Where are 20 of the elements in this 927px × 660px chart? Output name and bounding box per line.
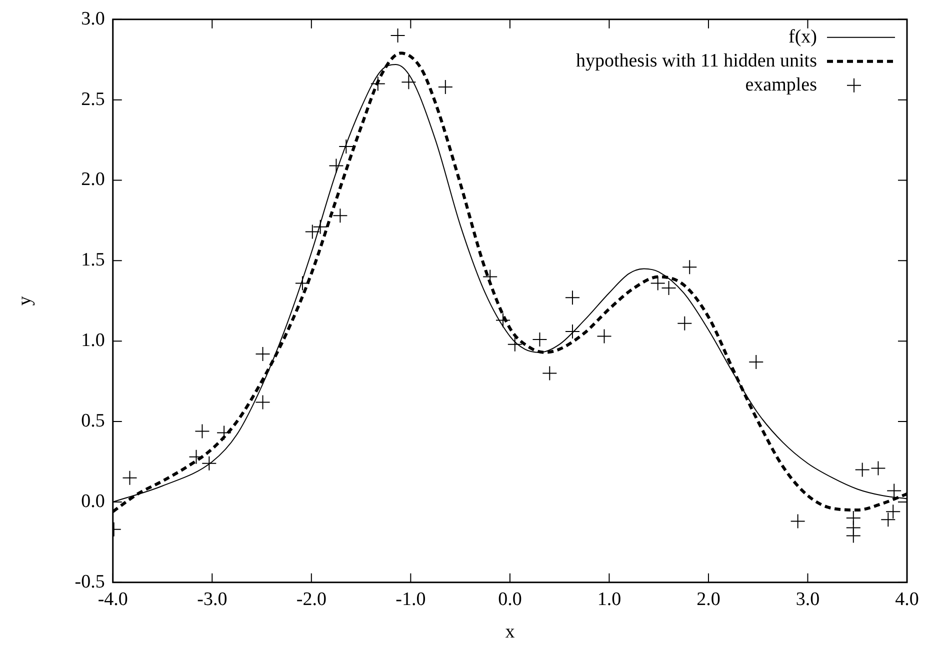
y-tick-label: 2.5: [81, 88, 105, 110]
x-tick-label: 4.0: [895, 588, 919, 610]
y-tick-label: 1.5: [81, 250, 105, 271]
x-tick-label: 0.0: [498, 588, 522, 610]
x-tick-label: -3.0: [197, 588, 228, 610]
x-tick-label: 1.0: [597, 588, 622, 610]
y-tick-label: 3.0: [81, 8, 105, 30]
legend-label: hypothesis with 11 hidden units: [576, 50, 817, 72]
y-axis-title: y: [14, 296, 36, 306]
legend-label: f(x): [788, 26, 817, 48]
y-tick-label: 0.5: [81, 410, 105, 432]
x-tick-label: -2.0: [296, 588, 326, 610]
legend-label: examples: [745, 74, 817, 96]
x-axis-title: x: [505, 622, 516, 643]
y-tick-label: 1.0: [81, 330, 105, 352]
x-tick-label: 3.0: [796, 588, 820, 610]
x-tick-label: 2.0: [696, 588, 720, 610]
x-tick-label: -1.0: [396, 588, 426, 610]
y-tick-label: 2.0: [81, 169, 105, 190]
y-tick-label: 0.0: [81, 490, 105, 512]
